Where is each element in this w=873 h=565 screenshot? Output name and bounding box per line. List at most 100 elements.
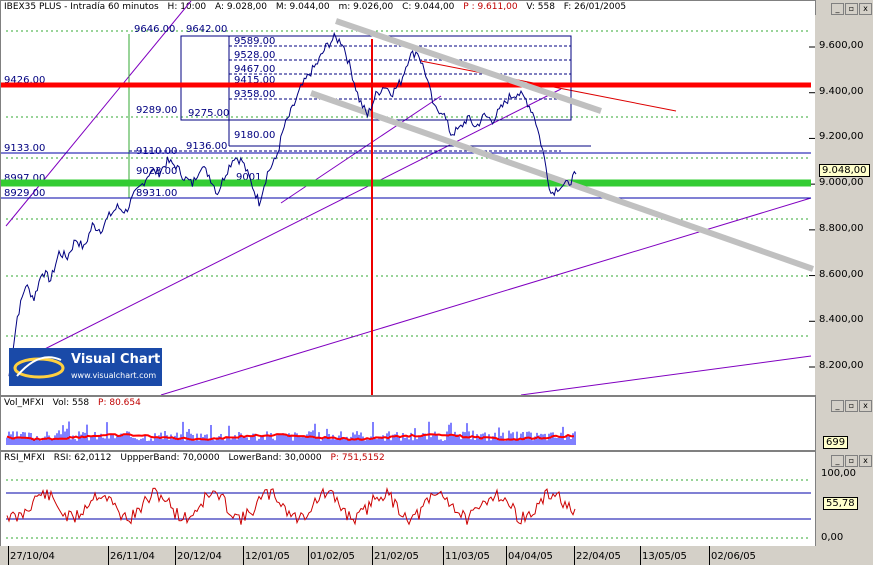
date-tick: 01/02/05 [310, 551, 355, 562]
price-value-box: 9.048,00 [819, 164, 870, 177]
volume-indicator-name: Vol_MFXI [4, 398, 44, 408]
rsi-value-box: 55,78 [823, 497, 858, 510]
level-label: 9289.00 [136, 105, 177, 116]
price-chart: 9426.00 9133.00 8997.00 8929.00 9646.00 9642.… [1, 1, 815, 395]
channel-line [5, 1, 192, 227]
date-tick: 27/10/04 [10, 551, 55, 562]
price-y-tick: 9.600,00 [819, 40, 864, 51]
rsi-tick-0: 0,00 [821, 532, 844, 543]
date-tick-mark [443, 546, 444, 565]
price-panel[interactable]: IBEX35 PLUS - Intradía 60 minutos H: 10:… [0, 0, 816, 396]
volume-panel-title: Vol_MFXI Vol: 558 P: 80.654 [4, 398, 141, 408]
date-tick-mark [8, 546, 9, 565]
date-tick-mark [108, 546, 109, 565]
rsi-indicator-name: RSI_MFXI [4, 453, 45, 463]
channel-line [520, 355, 812, 395]
date-tick-mark [709, 546, 710, 565]
volume-average-line [6, 433, 575, 442]
volume-panel[interactable]: Vol_MFXI Vol: 558 P: 80.654 [0, 396, 816, 451]
volume-value: V: 558 [526, 2, 555, 12]
level-label: 9642.00 [186, 24, 227, 35]
price-close-button[interactable]: x [859, 3, 872, 15]
trend-line-gray [335, 18, 602, 114]
date-tick-mark [308, 546, 309, 565]
date-tick-mark [506, 546, 507, 565]
ohlc-close: C: 9.044,00 [402, 2, 455, 12]
level-label: 9646.00 [134, 24, 175, 35]
price-y-tick: 9.200,00 [819, 131, 864, 143]
level-label: 9467.00 [234, 64, 275, 75]
price-y-tick: 9.000,00 [819, 177, 864, 189]
date-tick: 02/06/05 [711, 551, 756, 562]
ohlc-low: m: 9.026,00 [338, 2, 394, 12]
ohlc-high: M: 9.044,00 [275, 2, 330, 12]
rsi-chart [6, 479, 811, 539]
date-tick-mark [175, 546, 176, 565]
rsi-line [6, 486, 576, 526]
date-tick-mark [640, 546, 641, 565]
rsi-p-value: P: 751,5152 [330, 453, 385, 463]
rsi-panel[interactable]: RSI_MFXI RSI: 62,0112 UppperBand: 70,000… [0, 451, 816, 547]
date-tick: 22/04/05 [576, 551, 621, 562]
price-y-tick: 8.600,00 [819, 268, 864, 280]
rsi-value: RSI: 62,0112 [53, 453, 112, 463]
level-label: 9358.00 [234, 89, 275, 100]
date-tick-mark [372, 546, 373, 565]
level-label: 9133.00 [4, 143, 45, 154]
logo-swoosh-icon [13, 356, 65, 379]
date-axis [0, 546, 873, 565]
price-p-value: P : 9.611,00 [463, 2, 518, 12]
level-label: 9001 [236, 172, 261, 183]
price-y-tick: 9.400,00 [819, 85, 864, 97]
rsi-restore-button[interactable]: ▫ [845, 455, 858, 467]
date-tick: 12/01/05 [245, 551, 290, 562]
ohlc-open: A: 9.028,00 [215, 2, 268, 12]
price-panel-title: IBEX35 PLUS - Intradía 60 minutos H: 10:… [4, 2, 632, 12]
channel-line [160, 197, 812, 395]
volume-restore-button[interactable]: ▫ [845, 400, 858, 412]
volume-indicator-value: Vol: 558 [52, 398, 90, 408]
date-tick: 26/11/04 [110, 551, 155, 562]
date-tick: 20/12/04 [177, 551, 222, 562]
price-axis [815, 15, 873, 395]
price-y-tick: 8.800,00 [819, 222, 864, 234]
price-y-tick: 8.200,00 [819, 360, 864, 371]
volume-p-value: P: 80.654 [98, 398, 141, 408]
level-label: 8997.00 [4, 173, 45, 184]
rsi-lower-band: LowerBand: 30,0000 [228, 453, 322, 463]
level-label: 9426.00 [4, 75, 45, 86]
date-tick-mark [243, 546, 244, 565]
level-label: 9589.00 [234, 36, 275, 47]
visual-chart-logo: Visual Chart www.visualchart.com [9, 348, 162, 386]
level-label: 9528.00 [234, 50, 275, 61]
level-label: 9415.00 [234, 75, 275, 86]
volume-minimize-button[interactable]: _ [831, 400, 844, 412]
volume-chart [6, 421, 576, 445]
price-restore-button[interactable]: ▫ [845, 3, 858, 15]
ohlc-hour: H: 10:00 [167, 2, 207, 12]
volume-close-button[interactable]: x [859, 400, 872, 412]
logo-title: Visual Chart [71, 352, 161, 367]
level-label: 9275.00 [188, 108, 229, 119]
date-tick: 13/05/05 [642, 551, 687, 562]
rsi-tick-100: 100,00 [821, 468, 856, 479]
trend-line-gray [310, 90, 814, 272]
level-label: 8929.00 [4, 188, 45, 199]
channel-line [10, 88, 562, 367]
date-tick: 04/04/05 [508, 551, 553, 562]
date-tick: 11/03/05 [445, 551, 490, 562]
rsi-close-button[interactable]: x [859, 455, 872, 467]
price-minimize-button[interactable]: _ [831, 3, 844, 15]
date-tick: 21/02/05 [374, 551, 419, 562]
rsi-minimize-button[interactable]: _ [831, 455, 844, 467]
rsi-panel-title: RSI_MFXI RSI: 62,0112 UppperBand: 70,000… [4, 453, 385, 463]
level-label: 9136.00 [186, 141, 227, 152]
date-value: F: 26/01/2005 [563, 2, 627, 12]
price-line [8, 31, 577, 377]
level-label: 9180.00 [234, 130, 275, 141]
price-y-tick: 8.400,00 [819, 314, 864, 326]
level-label: 8931.00 [136, 188, 177, 199]
logo-url: www.visualchart.com [71, 371, 157, 380]
rsi-upper-band: UppperBand: 70,0000 [120, 453, 220, 463]
symbol-label: IBEX35 PLUS - Intradía 60 minutos [4, 2, 159, 12]
